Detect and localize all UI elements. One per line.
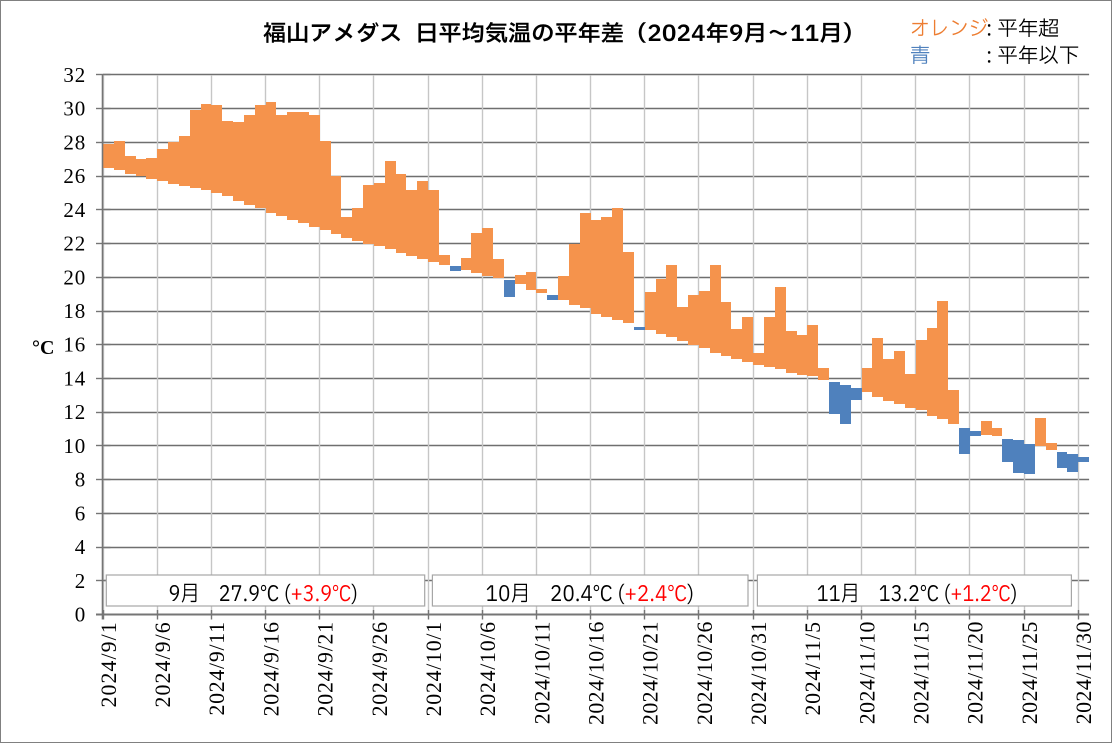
svg-text:2024/10/6: 2024/10/6 [476, 621, 500, 716]
svg-text:14: 14 [63, 367, 86, 391]
svg-text:2024/10/11: 2024/10/11 [530, 621, 554, 724]
svg-text:2024/10/26: 2024/10/26 [693, 621, 717, 725]
svg-text:28: 28 [63, 130, 86, 154]
svg-text:2024/10/1: 2024/10/1 [422, 621, 446, 716]
svg-text:30: 30 [63, 97, 86, 121]
svg-text:4: 4 [75, 535, 86, 559]
svg-text:2: 2 [75, 569, 86, 593]
svg-text:2024/10/21: 2024/10/21 [639, 621, 663, 725]
svg-text:16: 16 [63, 333, 86, 357]
svg-text:18: 18 [63, 299, 86, 323]
svg-text:24: 24 [63, 198, 86, 222]
svg-text:2024/9/16: 2024/9/16 [259, 621, 283, 716]
svg-text:2024/9/26: 2024/9/26 [368, 621, 392, 716]
svg-text:°C: °C [32, 337, 54, 359]
svg-text:26: 26 [63, 164, 86, 188]
svg-text:2024/11/20: 2024/11/20 [964, 621, 988, 724]
svg-text:0: 0 [75, 603, 86, 627]
svg-text:2024/11/5: 2024/11/5 [801, 621, 825, 715]
svg-text:2024/9/11: 2024/9/11 [205, 621, 229, 715]
svg-text:8: 8 [75, 468, 86, 492]
svg-text:20: 20 [63, 265, 86, 289]
svg-text:32: 32 [63, 63, 86, 87]
svg-text:2024/10/31: 2024/10/31 [747, 621, 771, 725]
svg-text:2024/10/16: 2024/10/16 [585, 621, 609, 725]
svg-text:2024/9/6: 2024/9/6 [151, 621, 175, 707]
svg-text:10: 10 [63, 434, 86, 458]
svg-text:22: 22 [63, 232, 86, 256]
svg-text:2024/9/21: 2024/9/21 [314, 621, 338, 716]
svg-text:12: 12 [63, 400, 86, 424]
svg-text:2024/11/15: 2024/11/15 [910, 621, 934, 724]
svg-text:2024/9/1: 2024/9/1 [97, 621, 121, 707]
svg-text:2024/11/25: 2024/11/25 [1018, 621, 1042, 724]
svg-text:2024/11/10: 2024/11/10 [855, 621, 879, 724]
svg-text:6: 6 [75, 501, 86, 525]
svg-text:2024/11/30: 2024/11/30 [1072, 621, 1096, 724]
